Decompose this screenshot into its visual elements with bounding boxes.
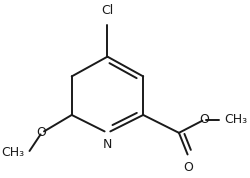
Text: CH₃: CH₃: [2, 146, 25, 159]
Text: O: O: [184, 161, 193, 174]
Text: N: N: [103, 138, 112, 151]
Text: O: O: [200, 113, 209, 126]
Text: CH₃: CH₃: [224, 113, 247, 126]
Text: Cl: Cl: [101, 4, 114, 17]
Text: O: O: [37, 126, 46, 139]
